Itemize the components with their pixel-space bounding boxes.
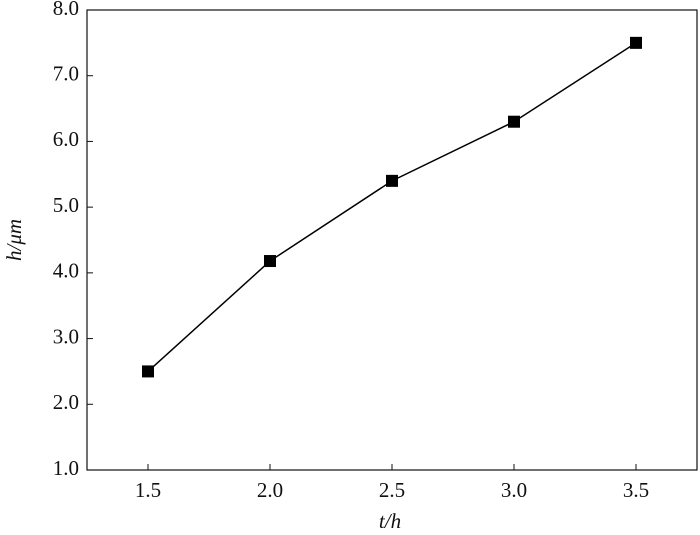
y-tick-label: 7.0 [53, 62, 79, 86]
y-tick-label: 5.0 [53, 193, 79, 217]
marker [142, 365, 154, 378]
y-tick-label: 2.0 [53, 390, 79, 414]
y-tick-label: 4.0 [53, 259, 79, 283]
marker [264, 255, 276, 268]
series-line [147, 42, 637, 372]
y-tick-label: 6.0 [53, 127, 79, 151]
y-tick-label: 3.0 [53, 324, 79, 348]
x-tick-label: 2.5 [379, 478, 405, 502]
y-axis-label: h/μm [2, 219, 26, 261]
x-tick-label: 1.5 [135, 478, 161, 502]
x-axis-label: t/h [379, 509, 401, 533]
y-tick-label: 1.0 [53, 456, 79, 480]
y-tick-label: 8.0 [53, 0, 79, 20]
x-tick-label: 2.0 [257, 478, 283, 502]
x-tick-label: 3.0 [501, 478, 527, 502]
marker [386, 174, 398, 187]
marker [630, 36, 642, 49]
plot-frame [86, 9, 698, 471]
marker [508, 115, 520, 128]
x-tick-label: 3.5 [623, 478, 649, 502]
